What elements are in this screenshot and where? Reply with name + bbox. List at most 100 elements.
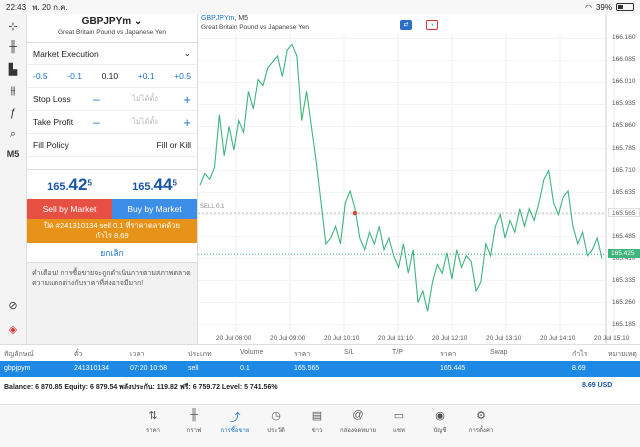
- x-tick-label: 20 Jul 14:10: [540, 335, 576, 342]
- y-tick-label: 165.860: [612, 122, 636, 130]
- take-profit-plus[interactable]: +: [183, 114, 191, 130]
- candles-icon[interactable]: ╫: [9, 41, 17, 53]
- price-chart[interactable]: GBPJPYm, M5 Great Britain Pound vs Japan…: [198, 14, 640, 344]
- take-profit-minus[interactable]: –: [93, 115, 100, 129]
- tab-quotes[interactable]: ⇅ ราคา: [130, 409, 176, 435]
- column-header: ประเภท: [188, 351, 212, 358]
- battery-icon: [616, 3, 634, 11]
- tab-label: ข่าว: [311, 428, 323, 434]
- column-header: กำไร: [572, 351, 588, 358]
- volume-plus-05[interactable]: +0.5: [174, 71, 191, 81]
- depth-icon[interactable]: ◔: [426, 20, 438, 30]
- tab-label: การซื้อขาย: [220, 428, 250, 434]
- volume-minus-01[interactable]: -0.1: [67, 71, 82, 81]
- tab-chart[interactable]: ╫ กราฟ: [171, 409, 217, 435]
- trades-panel: สัญลักษณ์ ตั๋ว เวลา ประเภท Volume ราคา S/L T/P ร…: [0, 344, 640, 404]
- mt5-icon[interactable]: ◈: [8, 323, 18, 336]
- bid-price-tag: 165.425: [608, 249, 640, 259]
- mailbox-icon: @: [352, 409, 364, 421]
- tab-chat[interactable]: ▭ แชท: [376, 409, 422, 435]
- total-profit: 8.69 USD: [582, 382, 613, 389]
- order-panel: GBPJPYm ⌄ Great Britain Pound vs Japanes…: [27, 14, 198, 349]
- y-tick-label: 166.085: [612, 56, 636, 64]
- tab-mailbox[interactable]: @ กล่องจดหมาย: [335, 409, 381, 435]
- cancel-button[interactable]: ยกเลิก: [27, 243, 197, 263]
- symbol-header[interactable]: GBPJPYm ⌄ Great Britain Pound vs Japanes…: [27, 14, 197, 42]
- sell-price-tag: 165.565: [608, 208, 640, 218]
- stop-loss-label: Stop Loss: [33, 94, 71, 104]
- volume-minus-05[interactable]: -0.5: [33, 71, 48, 81]
- x-tick-label: 20 Jul 08:00: [216, 335, 252, 342]
- trades-header: สัญลักษณ์ ตั๋ว เวลา ประเภท Volume ราคา S/L T/P ร…: [0, 345, 640, 361]
- bottom-tab-bar: ⇅ ราคา ╫ กราฟ ⤴ การซื้อขาย ◷ ประวัติ ▤ ข่าว @ กล่อง…: [0, 404, 640, 447]
- chart-title: GBPJPYm, M5: [201, 15, 249, 22]
- column-header: Volume: [240, 349, 264, 356]
- column-header: S/L: [344, 349, 355, 356]
- ask-price: 165.445: [132, 174, 177, 194]
- tab-history[interactable]: ◷ ประวัติ: [253, 409, 299, 435]
- chart-icon: ╫: [190, 409, 198, 421]
- fill-policy-row[interactable]: Fill Policy Fill or Kill: [27, 134, 197, 157]
- y-tick-label: 165.785: [612, 144, 636, 152]
- bars-icon[interactable]: ▙: [8, 63, 18, 76]
- balance-row: Balance: 6 870.85 Equity: 6 879.54 พลังป…: [0, 377, 640, 395]
- column-header: สัญลักษณ์: [4, 351, 34, 358]
- tab-trade[interactable]: ⤴ การซื้อขาย: [212, 409, 258, 435]
- sell-entry-marker: [352, 210, 358, 216]
- y-tick-label: 165.710: [612, 166, 636, 174]
- chevron-down-icon: ⌄: [133, 16, 143, 27]
- column-header: ตั๋ว: [74, 351, 83, 358]
- y-tick-label: 165.335: [612, 276, 636, 284]
- history-icon: ◷: [271, 410, 281, 422]
- sell-by-market-button[interactable]: Sell by Market: [27, 199, 112, 219]
- objects-icon[interactable]: ⌕: [9, 127, 17, 140]
- take-profit-input[interactable]: ไม่ได้ตั้ง: [132, 117, 158, 126]
- function-icon[interactable]: ƒ: [9, 107, 17, 119]
- search-icon[interactable]: ⊘: [8, 299, 18, 312]
- timeframe-button[interactable]: M5: [6, 149, 20, 159]
- y-tick-label: 165.635: [612, 188, 636, 196]
- tab-label: แชท: [393, 428, 405, 434]
- chart-canvas[interactable]: [198, 14, 640, 344]
- table-cell: 8.69: [572, 365, 586, 372]
- stop-loss-plus[interactable]: +: [183, 91, 191, 107]
- chart-toolbar: ⊹ ╫ ▙ ⫵ ƒ ⌕ M5 ⊘ ◈: [0, 14, 27, 344]
- execution-select[interactable]: Market Execution ⌄: [27, 42, 197, 65]
- symbol-description: Great Britain Pound vs Japanese Yen: [57, 29, 167, 36]
- settings-icon: ⚙: [476, 410, 486, 422]
- buy-by-market-button[interactable]: Buy by Market: [112, 199, 197, 219]
- one-click-icon[interactable]: ⇄: [400, 20, 412, 30]
- volume-value[interactable]: 0.10: [101, 71, 119, 81]
- column-header: T/P: [392, 349, 403, 356]
- x-tick-label: 20 Jul 11:10: [378, 335, 413, 342]
- price-series-line: [199, 43, 603, 312]
- price-display: 165.425 165.445: [27, 169, 197, 199]
- table-cell: 0.1: [240, 365, 250, 372]
- account-icon: ◉: [435, 410, 445, 422]
- fill-policy-label: Fill Policy: [33, 140, 69, 150]
- chevron-down-icon: ⌄: [183, 48, 191, 58]
- execution-label: Market Execution: [33, 48, 99, 59]
- tab-settings[interactable]: ⚙ การตั้งค่า: [458, 409, 504, 435]
- table-row[interactable]: gbpjpym 241310134 07:20 10:58 sell 0.1 165.56…: [0, 361, 640, 377]
- close-position-button[interactable]: ปิด #241310134 sell 0.1 ที่ราคาตลาดด้วย …: [27, 219, 197, 243]
- trade-icon: ⤴: [229, 412, 241, 424]
- battery-percent: 39%: [595, 2, 612, 12]
- stop-loss-input[interactable]: ไม่ได้ตั้ง: [132, 94, 158, 103]
- tab-label: ราคา: [146, 428, 160, 434]
- tab-label: กล่องจดหมาย: [339, 428, 377, 434]
- tab-news[interactable]: ▤ ข่าว: [294, 409, 340, 435]
- volume-plus-01[interactable]: +0.1: [137, 71, 155, 81]
- table-cell: 241310134: [74, 365, 110, 372]
- column-header: หมายเหตุ: [608, 351, 637, 358]
- quotes-icon: ⇅: [148, 410, 158, 422]
- x-tick-label: 20 Jul 09:00: [270, 335, 306, 342]
- table-cell: 165.445: [440, 365, 466, 372]
- column-header: ราคา: [440, 351, 457, 358]
- date: พ. 20 ก.ค.: [32, 2, 68, 12]
- indicators-icon[interactable]: ⫵: [10, 84, 16, 97]
- clock: 22:43: [6, 2, 27, 12]
- tab-account[interactable]: ◉ บัญชี: [417, 409, 463, 435]
- crosshair-icon[interactable]: ⊹: [8, 20, 18, 33]
- stop-loss-minus[interactable]: –: [93, 92, 100, 106]
